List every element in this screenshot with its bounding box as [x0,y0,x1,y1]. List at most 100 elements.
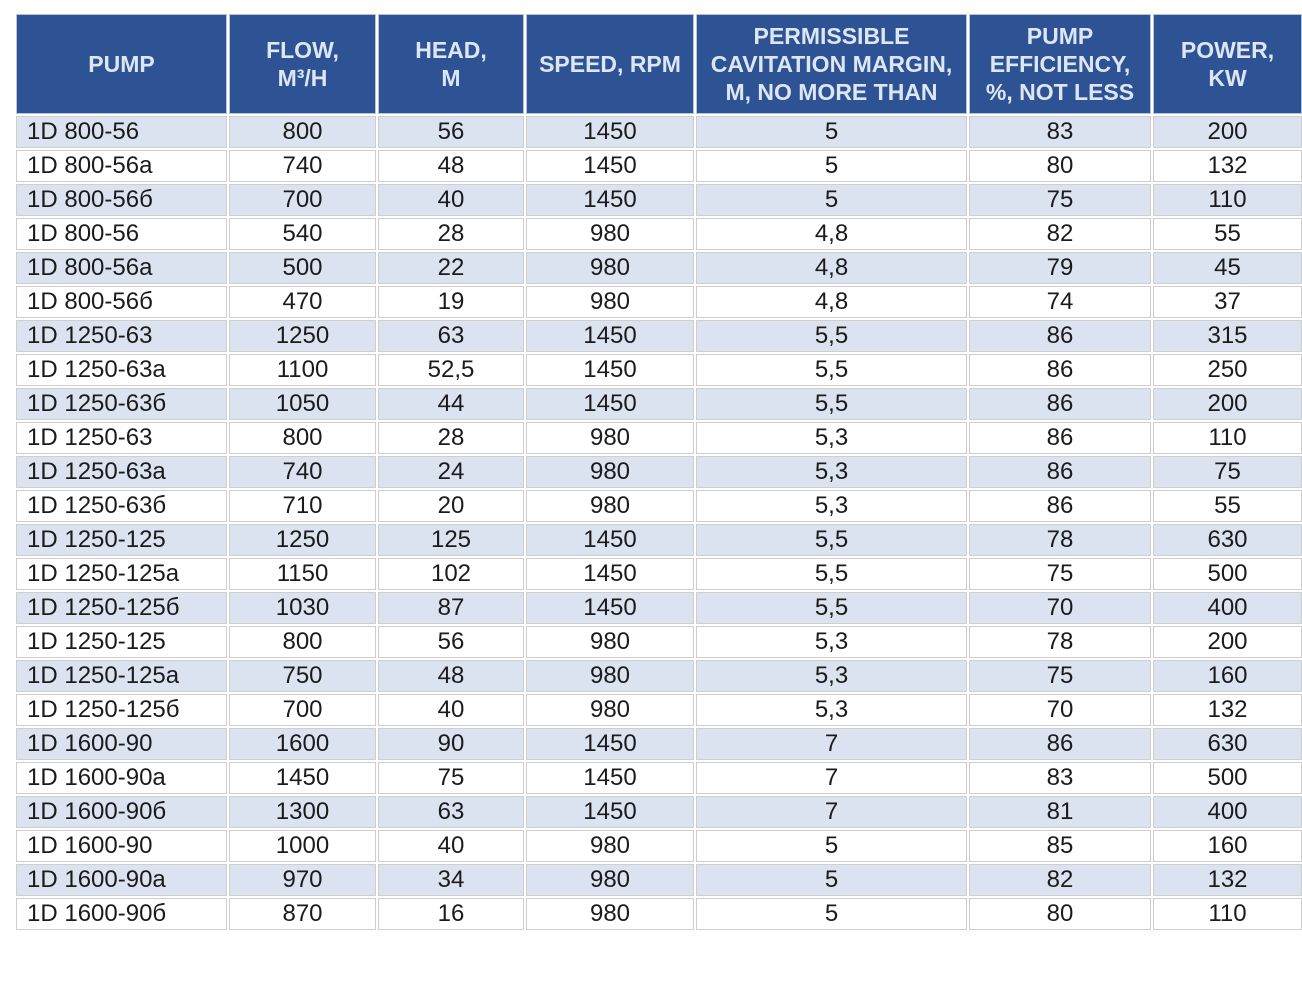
value-cell: 800 [229,422,376,454]
pump-name-cell: 1D 800-56a [16,252,227,284]
column-header-2: HEAD, M [378,14,524,114]
value-cell: 82 [969,864,1151,896]
value-cell: 5,3 [696,456,967,488]
value-cell: 74 [969,286,1151,318]
value-cell: 980 [526,490,694,522]
value-cell: 83 [969,116,1151,148]
value-cell: 160 [1153,830,1302,862]
value-cell: 1450 [526,354,694,386]
value-cell: 110 [1153,898,1302,930]
pump-name-cell: 1D 1250-63б [16,388,227,420]
value-cell: 710 [229,490,376,522]
value-cell: 1050 [229,388,376,420]
value-cell: 80 [969,898,1151,930]
pump-name-cell: 1D 1600-90б [16,898,227,930]
pump-name-cell: 1D 1600-90б [16,796,227,828]
column-header-1: FLOW, M³/H [229,14,376,114]
pump-name-cell: 1D 1250-125б [16,592,227,624]
table-row: 1D 800-56б 700 40 1450 5 75 110 [16,184,1302,216]
value-cell: 200 [1153,116,1302,148]
value-cell: 56 [378,626,524,658]
table-row: 1D 1250-63a 1100 52,5 1450 5,5 86 250 [16,354,1302,386]
value-cell: 5 [696,864,967,896]
value-cell: 44 [378,388,524,420]
value-cell: 500 [1153,558,1302,590]
value-cell: 250 [1153,354,1302,386]
value-cell: 75 [969,558,1151,590]
value-cell: 16 [378,898,524,930]
value-cell: 75 [1153,456,1302,488]
value-cell: 1450 [526,558,694,590]
value-cell: 4,8 [696,252,967,284]
value-cell: 5 [696,830,967,862]
value-cell: 90 [378,728,524,760]
value-cell: 40 [378,830,524,862]
value-cell: 5,3 [696,626,967,658]
table-row: 1D 800-56 540 28 980 4,8 82 55 [16,218,1302,250]
value-cell: 160 [1153,660,1302,692]
value-cell: 1600 [229,728,376,760]
value-cell: 400 [1153,796,1302,828]
value-cell: 40 [378,694,524,726]
value-cell: 75 [969,184,1151,216]
pump-name-cell: 1D 800-56 [16,116,227,148]
value-cell: 980 [526,660,694,692]
value-cell: 1450 [526,796,694,828]
value-cell: 78 [969,524,1151,556]
value-cell: 86 [969,388,1151,420]
pump-name-cell: 1D 1250-125б [16,694,227,726]
pump-name-cell: 1D 800-56б [16,184,227,216]
value-cell: 5 [696,898,967,930]
pump-name-cell: 1D 800-56б [16,286,227,318]
value-cell: 1100 [229,354,376,386]
value-cell: 470 [229,286,376,318]
value-cell: 4,8 [696,286,967,318]
value-cell: 500 [1153,762,1302,794]
table-row: 1D 800-56a 740 48 1450 5 80 132 [16,150,1302,182]
value-cell: 5,5 [696,558,967,590]
value-cell: 83 [969,762,1151,794]
value-cell: 70 [969,694,1151,726]
value-cell: 200 [1153,388,1302,420]
value-cell: 40 [378,184,524,216]
value-cell: 82 [969,218,1151,250]
value-cell: 1030 [229,592,376,624]
value-cell: 86 [969,728,1151,760]
value-cell: 5,3 [696,660,967,692]
table-row: 1D 1600-90б 1300 63 1450 7 81 400 [16,796,1302,828]
table-row: 1D 800-56б 470 19 980 4,8 74 37 [16,286,1302,318]
value-cell: 34 [378,864,524,896]
value-cell: 110 [1153,184,1302,216]
value-cell: 52,5 [378,354,524,386]
header-row: PUMP FLOW, M³/H HEAD, M SPEED, RPM PERMISSIB… [16,14,1302,114]
table-row: 1D 1250-125 800 56 980 5,3 78 200 [16,626,1302,658]
value-cell: 86 [969,320,1151,352]
table-row: 1D 1600-90 1600 90 1450 7 86 630 [16,728,1302,760]
value-cell: 1450 [526,592,694,624]
value-cell: 5 [696,184,967,216]
table-row: 1D 1250-63б 1050 44 1450 5,5 86 200 [16,388,1302,420]
pump-name-cell: 1D 1250-63 [16,320,227,352]
value-cell: 500 [229,252,376,284]
value-cell: 700 [229,694,376,726]
value-cell: 22 [378,252,524,284]
value-cell: 110 [1153,422,1302,454]
pump-name-cell: 1D 800-56a [16,150,227,182]
value-cell: 75 [969,660,1151,692]
value-cell: 200 [1153,626,1302,658]
table-row: 1D 1250-125a 750 48 980 5,3 75 160 [16,660,1302,692]
value-cell: 4,8 [696,218,967,250]
value-cell: 1450 [526,116,694,148]
table-row: 1D 1600-90a 970 34 980 5 82 132 [16,864,1302,896]
pump-name-cell: 1D 800-56 [16,218,227,250]
value-cell: 980 [526,694,694,726]
value-cell: 28 [378,218,524,250]
value-cell: 870 [229,898,376,930]
table-row: 1D 1250-63б 710 20 980 5,3 86 55 [16,490,1302,522]
table-row: 1D 1600-90б 870 16 980 5 80 110 [16,898,1302,930]
value-cell: 750 [229,660,376,692]
table-row: 1D 1250-63 1250 63 1450 5,5 86 315 [16,320,1302,352]
column-header-5: PUMP EFFICIENCY, %, NOT LESS [969,14,1151,114]
column-header-3: SPEED, RPM [526,14,694,114]
value-cell: 700 [229,184,376,216]
